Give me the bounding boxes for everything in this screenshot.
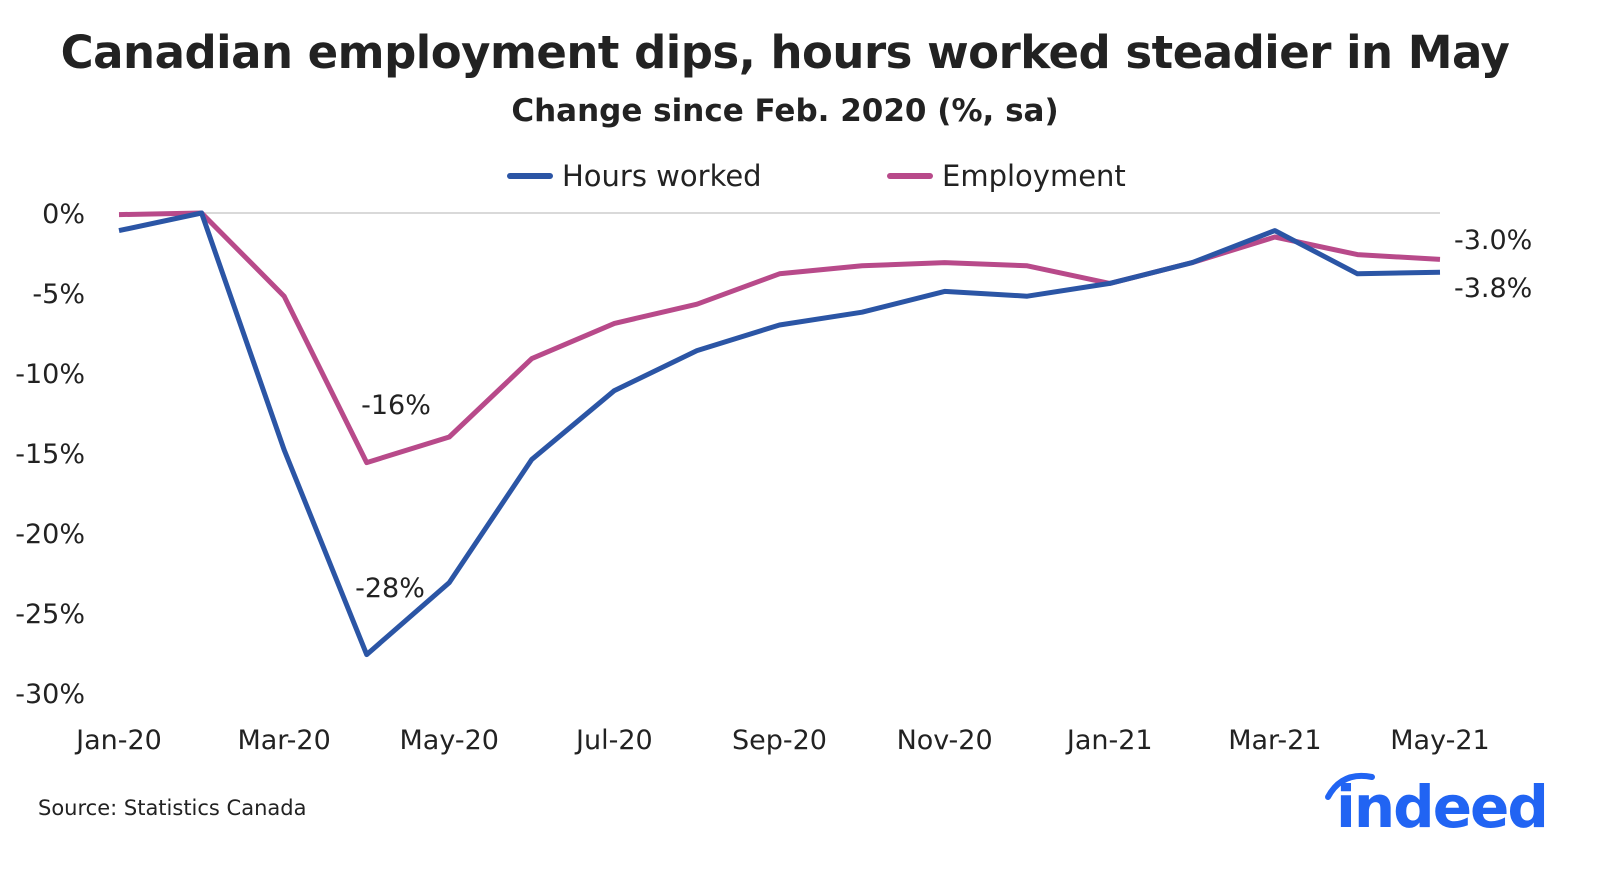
x-tick-label: May-21 (1390, 725, 1489, 756)
legend-label: Employment (942, 159, 1126, 193)
data-label: -3.0% (1454, 225, 1532, 256)
x-tick-label: Mar-21 (1228, 725, 1321, 756)
indeed-logo: indeed (1325, 773, 1549, 835)
y-tick-label: -15% (15, 439, 85, 470)
series-lines (118, 210, 1441, 658)
legend: Hours worked Employment (507, 159, 1126, 193)
annotations: -16% -28% -3.0% -3.8% (355, 225, 1532, 604)
chart-title: Canadian employment dips, hours worked s… (60, 26, 1510, 79)
x-tick-label: Mar-20 (237, 725, 330, 756)
y-tick-label: -20% (15, 519, 85, 550)
x-tick-label: May-20 (400, 725, 499, 756)
series-line-employment (118, 210, 1441, 466)
svg-text:indeed: indeed (1336, 773, 1547, 835)
y-tick-label: -5% (32, 279, 85, 310)
legend-label: Hours worked (562, 159, 762, 193)
x-tick-label: Jan-20 (74, 725, 162, 756)
chart-subtitle: Change since Feb. 2020 (%, sa) (511, 93, 1059, 129)
x-tick-label: Jul-20 (574, 725, 653, 756)
data-label: -28% (355, 573, 425, 604)
y-tick-label: -10% (15, 359, 85, 390)
y-tick-label: -25% (15, 599, 85, 630)
x-tick-label: Sep-20 (732, 725, 827, 756)
series-line-hours-worked (118, 210, 1441, 658)
x-tick-label: Jan-21 (1065, 725, 1153, 756)
y-tick-label: -30% (15, 679, 85, 710)
source-note: Source: Statistics Canada (38, 796, 307, 820)
y-tick-label: 0% (42, 199, 85, 230)
data-label: -3.8% (1454, 273, 1532, 304)
x-tick-label: Nov-20 (897, 725, 993, 756)
axes: 0% -5% -10% -15% -20% -25% -30% Jan-20 Mar-20 May… (15, 199, 1489, 756)
data-label: -16% (361, 390, 431, 421)
